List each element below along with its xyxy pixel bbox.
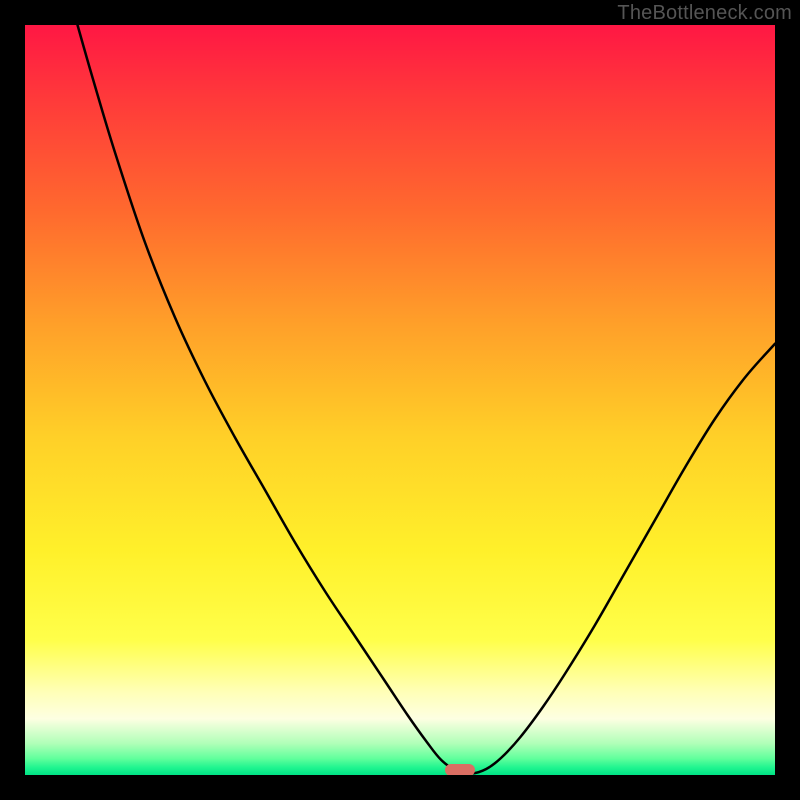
plot-area [25, 25, 775, 775]
watermark-text: TheBottleneck.com [617, 2, 792, 25]
bottleneck-curve [25, 25, 775, 775]
chart-frame: TheBottleneck.com [0, 0, 800, 800]
curve-path [78, 25, 776, 774]
optimal-marker [445, 764, 475, 775]
